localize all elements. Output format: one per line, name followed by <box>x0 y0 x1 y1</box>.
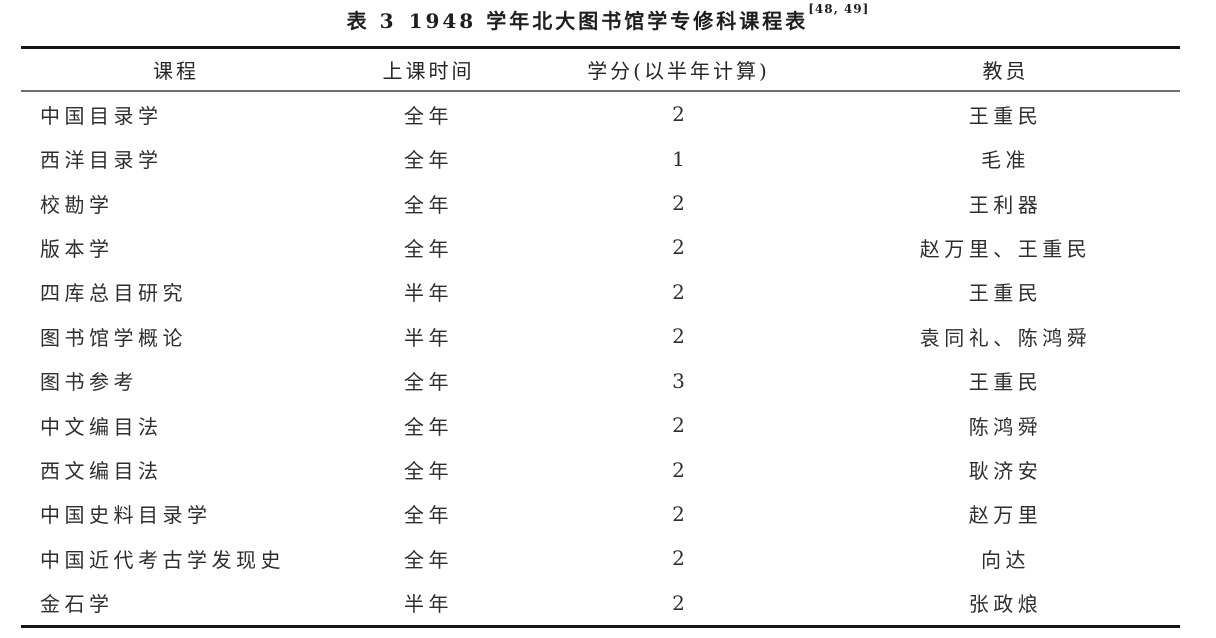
teacher-cell: 王利器 <box>968 192 1043 217</box>
time-cell: 半年 <box>404 325 453 350</box>
teacher-cell: 向达 <box>981 547 1030 572</box>
teacher-cell: 陈鸿舜 <box>968 414 1043 439</box>
table-row: 西洋目录学 全年 1 毛准 <box>21 136 1180 180</box>
teacher-cell: 张政烺 <box>968 592 1043 617</box>
time-cell: 全年 <box>404 148 453 173</box>
table-title: 表 3 1948 学年北大图书馆学专修科课程表[48, 49] <box>0 2 1216 34</box>
credits-cell: 2 <box>672 191 685 216</box>
table-row: 中文编目法 全年 2 陈鸿舜 <box>21 403 1180 447</box>
table-row: 校勘学 全年 2 王利器 <box>21 181 1180 225</box>
table-row: 中国近代考古学发现史 全年 2 向达 <box>21 536 1180 580</box>
citation-superscript: [48, 49] <box>808 2 870 16</box>
course-cell: 西洋目录学 <box>40 148 163 173</box>
teacher-cell: 赵万里、王重民 <box>919 236 1092 261</box>
credits-cell: 2 <box>672 590 685 615</box>
course-cell: 图书参考 <box>40 370 138 395</box>
teacher-cell: 王重民 <box>968 281 1043 306</box>
teacher-cell: 袁同礼、陈鸿舜 <box>919 325 1092 350</box>
table-row: 版本学 全年 2 赵万里、王重民 <box>21 225 1180 269</box>
course-cell: 四库总目研究 <box>40 281 187 306</box>
teacher-cell: 耿济安 <box>968 459 1043 484</box>
credits-cell: 2 <box>672 279 685 304</box>
course-cell: 校勘学 <box>40 192 114 217</box>
course-table: 课程 上课时间 学分(以半年计算) 教员 中国目录学 全年 2 王重民 西洋目录… <box>21 46 1180 628</box>
time-cell: 全年 <box>404 192 453 217</box>
table-top-rule <box>21 46 1180 49</box>
time-cell: 全年 <box>404 459 453 484</box>
table-row: 图书馆学概论 半年 2 袁同礼、陈鸿舜 <box>21 314 1180 358</box>
table-row: 中国目录学 全年 2 王重民 <box>21 92 1180 136</box>
table-row: 中国史料目录学 全年 2 赵万里 <box>21 492 1180 536</box>
header-cell-time: 上课时间 <box>382 59 475 83</box>
teacher-cell: 赵万里 <box>968 503 1043 528</box>
credits-cell: 2 <box>672 546 685 571</box>
course-cell: 中国史料目录学 <box>40 503 212 528</box>
table-row: 金石学 半年 2 张政烺 <box>21 581 1180 625</box>
time-cell: 全年 <box>404 236 453 261</box>
table-row: 西文编目法 全年 2 耿济安 <box>21 447 1180 491</box>
credits-cell: 2 <box>672 501 685 526</box>
credits-cell: 2 <box>672 235 685 260</box>
course-cell: 西文编目法 <box>40 459 163 484</box>
course-cell: 中国目录学 <box>40 103 163 128</box>
header-cell-course: 课程 <box>153 59 199 83</box>
table-row: 四库总目研究 半年 2 王重民 <box>21 270 1180 314</box>
table-body: 中国目录学 全年 2 王重民 西洋目录学 全年 1 毛准 校勘学 全年 2 王利… <box>21 92 1180 625</box>
teacher-cell: 王重民 <box>968 370 1043 395</box>
table-header-row: 课程 上课时间 学分(以半年计算) 教员 <box>21 49 1180 90</box>
course-cell: 中文编目法 <box>40 414 163 439</box>
table-number-label: 表 3 <box>346 9 397 33</box>
time-cell: 全年 <box>404 503 453 528</box>
table-bottom-rule <box>21 625 1180 628</box>
credits-cell: 2 <box>672 457 685 482</box>
time-cell: 半年 <box>404 592 453 617</box>
course-cell: 金石学 <box>40 592 114 617</box>
teacher-cell: 王重民 <box>968 103 1043 128</box>
teacher-cell: 毛准 <box>981 148 1030 173</box>
time-cell: 全年 <box>404 547 453 572</box>
credits-cell: 1 <box>672 146 685 171</box>
course-cell: 图书馆学概论 <box>40 325 187 350</box>
course-cell: 版本学 <box>40 236 114 261</box>
table-header-rule <box>21 90 1180 92</box>
table-row: 图书参考 全年 3 王重民 <box>21 359 1180 403</box>
credits-cell: 2 <box>672 102 685 127</box>
table-title-text: 1948 学年北大图书馆学专修科课程表 <box>408 9 809 33</box>
header-cell-credits: 学分(以半年计算) <box>587 59 770 83</box>
time-cell: 全年 <box>404 103 453 128</box>
time-cell: 全年 <box>404 370 453 395</box>
credits-cell: 2 <box>672 324 685 349</box>
credits-cell: 3 <box>672 368 685 393</box>
course-cell: 中国近代考古学发现史 <box>40 547 285 572</box>
header-cell-teacher: 教员 <box>982 59 1029 83</box>
credits-cell: 2 <box>672 413 685 438</box>
time-cell: 全年 <box>404 414 453 439</box>
time-cell: 半年 <box>404 281 453 306</box>
